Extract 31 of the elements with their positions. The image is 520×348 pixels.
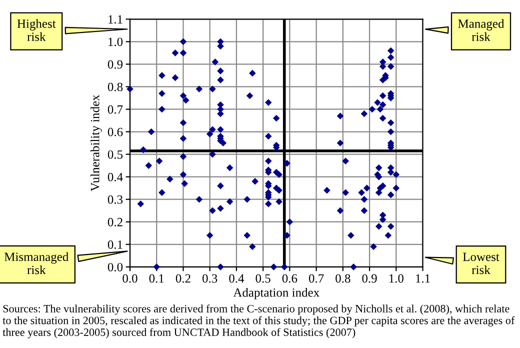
y-tick-label: 1.1 [108, 15, 122, 24]
x-tick-label: 0.2 [176, 274, 190, 283]
x-tick-label: 1.0 [389, 274, 404, 283]
y-tick-label: 0.3 [108, 195, 123, 204]
text: Managed risk [458, 19, 504, 41]
y-axis-title: Vulnerability index [90, 94, 102, 192]
x-tick-label: 0.4 [229, 274, 244, 283]
x-tick-label: 0.3 [202, 274, 218, 283]
x-tick-label: 0.5 [256, 274, 270, 283]
y-tick-label: 0.0 [108, 262, 123, 272]
y-tick-label: 0.2 [108, 218, 122, 226]
x-axis-title: Adaptation index [233, 288, 320, 300]
y-tick-label: 0.7 [108, 105, 123, 114]
x-tick-label: 1.1 [416, 274, 430, 283]
y-tick-label: 0.6 [108, 128, 123, 136]
y-tick-label: 0.8 [108, 82, 123, 92]
y-tick-label: 1.0 [108, 38, 123, 46]
x-tick-label: 0.8 [336, 274, 350, 283]
x-tick-label: 0.1 [149, 274, 164, 283]
text: Lowest risk [462, 252, 500, 274]
source-note: Sources: The vulnerability scores are derived from the C-scenario proposed by Nicholls et al. (2008), which relate to the situation in 2005, rescaled as indicated in the text of this study; the GDP per capita scores are the averages of three years (2003-2005) sourced from UNCTAD Handbook of Statistics (2007) [2, 304, 515, 338]
y-tick-label: 0.4 [108, 172, 123, 182]
x-tick-label: 0.7 [308, 274, 324, 283]
x-tick-label: 0.6 [282, 274, 298, 283]
y-tick-label: 0.1 [108, 240, 122, 249]
x-tick-label: 0.9 [362, 274, 377, 283]
text: Mismanaged risk [4, 252, 69, 274]
x-tick-label: 0.0 [122, 274, 138, 283]
y-tick-label: 0.9 [108, 60, 123, 69]
text: Highest risk [17, 19, 56, 41]
y-tick-label: 0.5 [108, 150, 123, 159]
